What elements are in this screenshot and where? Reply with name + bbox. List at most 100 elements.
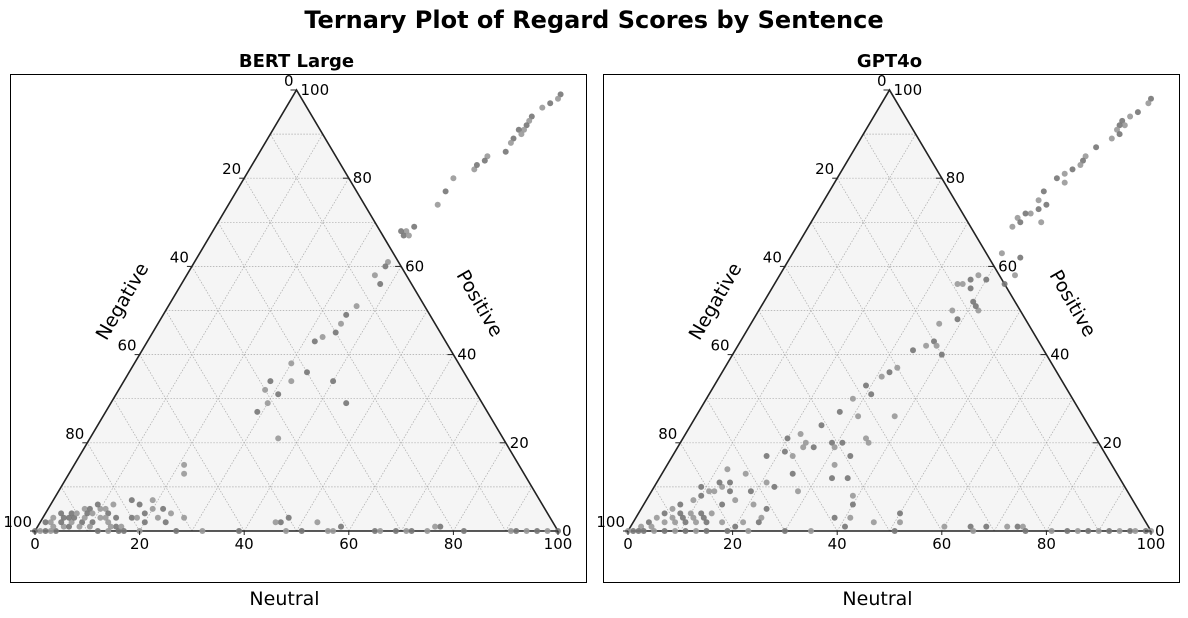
tick-label-positive: 80 — [353, 169, 372, 187]
data-point — [181, 461, 188, 468]
data-point — [60, 514, 67, 521]
tick-label-neutral: 100 — [1137, 535, 1166, 553]
data-point — [73, 510, 80, 517]
gridline-neutral — [1098, 486, 1126, 532]
data-point — [60, 523, 67, 530]
data-point — [473, 162, 480, 168]
data-point — [808, 528, 814, 534]
data-point — [181, 514, 188, 521]
data-point — [672, 519, 679, 526]
data-point — [408, 528, 415, 534]
data-point — [863, 382, 869, 389]
data-point — [719, 501, 726, 508]
data-point — [1069, 166, 1076, 173]
data-point — [863, 435, 869, 442]
data-point — [1017, 219, 1024, 226]
data-point — [818, 422, 825, 429]
data-point — [1074, 528, 1081, 534]
data-point — [849, 395, 856, 402]
data-point — [842, 523, 848, 530]
data-point — [698, 510, 705, 517]
data-point — [275, 391, 282, 398]
data-point — [47, 519, 54, 526]
tick-label-neutral: 40 — [235, 535, 254, 553]
data-point — [71, 514, 78, 521]
data-point — [507, 528, 514, 534]
data-point — [763, 505, 770, 512]
data-point — [50, 514, 57, 521]
gridline-neutral — [296, 310, 428, 532]
data-point — [1061, 179, 1068, 186]
data-point — [557, 91, 564, 98]
data-points — [32, 91, 564, 534]
data-point — [120, 528, 127, 534]
data-point — [1119, 117, 1126, 124]
data-point — [1035, 197, 1042, 204]
data-point — [1127, 113, 1134, 120]
data-point — [102, 505, 109, 512]
gridline-negative — [165, 310, 297, 532]
data-point — [118, 523, 125, 530]
data-point — [128, 497, 135, 504]
ternary-panel-2: 001002020804040606060408080201001000GPT4… — [596, 51, 1180, 610]
data-point — [199, 528, 206, 534]
data-point — [102, 514, 109, 521]
data-point — [115, 528, 122, 534]
data-point — [836, 408, 843, 415]
data-point — [1014, 214, 1021, 221]
data-point — [1009, 223, 1016, 230]
data-point — [1027, 210, 1034, 217]
data-point — [727, 479, 733, 486]
data-point — [523, 528, 530, 534]
gridline-negative — [679, 442, 733, 532]
data-point — [89, 510, 96, 517]
tick-label-neutral: 80 — [444, 535, 463, 553]
tick-label-positive: 100 — [894, 81, 923, 99]
data-point — [781, 528, 788, 534]
data-point — [324, 528, 331, 534]
data-point — [708, 510, 715, 517]
data-point — [66, 514, 72, 521]
data-point — [47, 528, 54, 534]
data-point — [682, 528, 689, 534]
gridline-negative — [863, 133, 1100, 532]
data-point — [716, 479, 723, 486]
data-point — [755, 519, 762, 526]
gridline-negative — [784, 266, 943, 532]
data-point — [502, 148, 509, 155]
data-point — [661, 519, 668, 526]
data-point — [311, 338, 318, 345]
data-point — [403, 228, 410, 235]
data-point — [1145, 100, 1152, 107]
data-point — [679, 514, 686, 521]
data-point — [742, 470, 749, 477]
tick-label-positive: 0 — [1155, 522, 1165, 540]
data-point — [849, 501, 856, 508]
data-point — [959, 281, 966, 287]
data-point — [288, 378, 295, 385]
data-point — [910, 347, 916, 354]
data-point — [134, 514, 140, 521]
data-point — [149, 497, 156, 504]
data-point — [897, 510, 903, 517]
data-point — [700, 514, 707, 521]
gridline-negative — [191, 266, 350, 532]
data-point — [86, 505, 93, 512]
tick-label-neutral: 60 — [339, 535, 358, 553]
data-point — [635, 528, 642, 534]
data-point — [52, 528, 59, 534]
data-point — [1017, 254, 1024, 261]
data-point — [669, 514, 676, 521]
data-point — [810, 444, 817, 451]
gridline-negative — [270, 133, 507, 532]
data-point — [640, 528, 647, 534]
data-point — [878, 373, 885, 380]
data-point — [113, 523, 120, 530]
data-point — [868, 391, 875, 398]
data-point — [136, 501, 143, 508]
data-point — [645, 519, 652, 526]
data-point — [949, 307, 956, 314]
